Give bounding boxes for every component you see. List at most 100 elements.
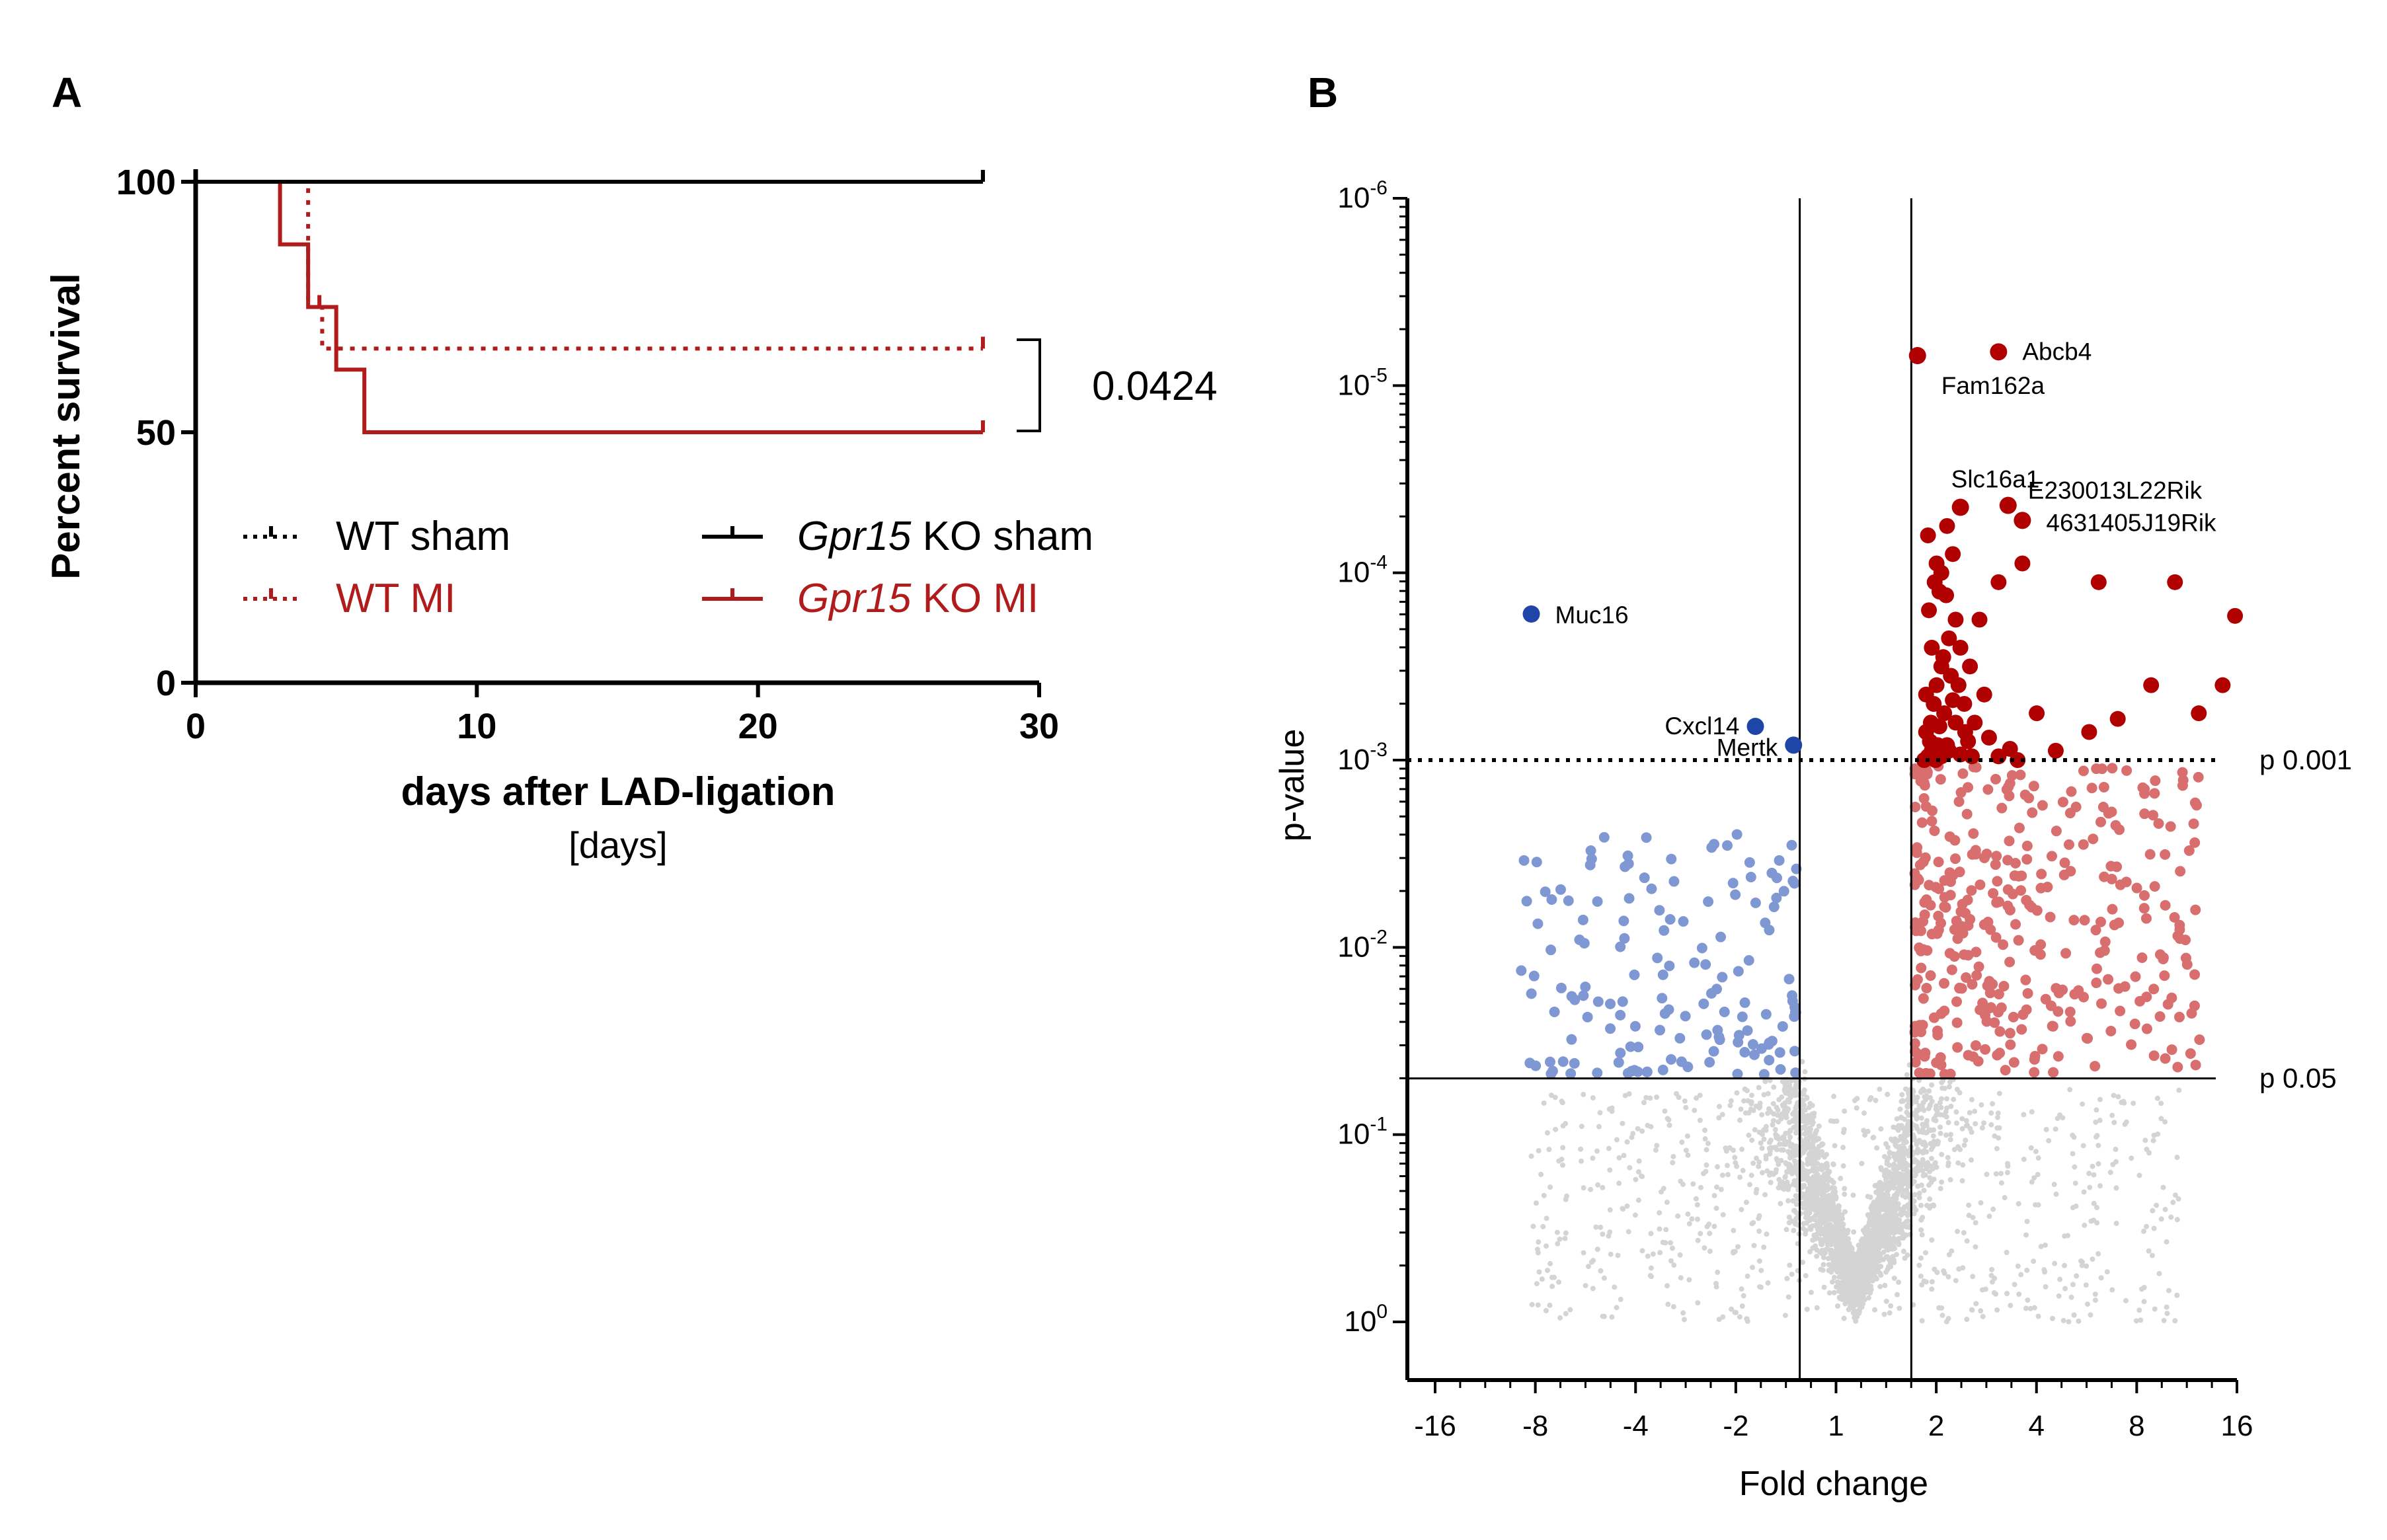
b-point-ns xyxy=(1848,1303,1854,1309)
b-point-ns xyxy=(1929,1098,1935,1104)
b-point-down-nominal xyxy=(1622,850,1633,861)
b-point-up-nominal xyxy=(1915,775,1926,787)
b-point-ns xyxy=(1632,1212,1638,1218)
b-point-down-nominal xyxy=(1639,872,1650,884)
b-point-ns xyxy=(2109,1287,2115,1293)
b-point-ns xyxy=(1966,1202,1972,1208)
b-point-ns xyxy=(1853,1265,1859,1271)
b-point-up-nominal xyxy=(2002,855,2014,866)
b-point-ns xyxy=(2005,1163,2011,1169)
b-point-ns xyxy=(2041,1267,2047,1273)
b-point-ns xyxy=(1808,1143,1814,1149)
b-point-ns xyxy=(1916,1262,1922,1268)
b-point-ns xyxy=(1653,1147,1659,1153)
b-point-ns xyxy=(1840,1163,1846,1169)
b-point-up-nominal xyxy=(2060,948,2072,959)
b-point-ns xyxy=(1694,1202,1700,1208)
b-x-tick-label: 8 xyxy=(2129,1410,2144,1442)
b-point-ns xyxy=(1914,1149,1920,1155)
b-point-ns xyxy=(1600,1184,1606,1190)
b-point-up-nominal xyxy=(2016,1024,2027,1035)
b-point-up-nominal xyxy=(1916,817,1928,828)
b-point-ns xyxy=(1879,1256,1885,1262)
b-point-up-nominal xyxy=(2189,969,2201,980)
b-point-up-nominal xyxy=(2028,781,2039,792)
b-point-up-nominal xyxy=(2174,933,2185,944)
b-point-ns xyxy=(1586,1264,1592,1270)
b-point-up-nominal xyxy=(1922,769,1933,780)
b-point-ns xyxy=(1818,1231,1824,1237)
b-point-up-nominal xyxy=(1951,1017,1963,1028)
b-point-ns xyxy=(1841,1126,1847,1132)
b-point-up-nominal xyxy=(2045,911,2056,923)
b-point-up-nominal xyxy=(2129,1019,2140,1030)
b-point-ns xyxy=(2060,1318,2066,1324)
b-point-ns xyxy=(1854,1096,1860,1102)
b-point-down-nominal xyxy=(1528,970,1540,982)
b-point-up-nominal xyxy=(2139,808,2150,820)
b-point-up-nominal xyxy=(1927,805,1938,816)
b-point-up-significant xyxy=(1947,611,1964,628)
b-point-ns xyxy=(1751,1243,1757,1249)
b-point-up-significant xyxy=(1933,564,1949,581)
b-point-down-nominal xyxy=(1592,996,1604,1007)
b-point-ns xyxy=(1758,1284,1764,1290)
b-point-ns xyxy=(1787,1134,1793,1140)
b-point-up-nominal xyxy=(2115,1005,2126,1017)
b-point-down-nominal xyxy=(1715,931,1727,943)
b-point-up-nominal xyxy=(2148,1050,2160,1061)
b-point-ns xyxy=(1553,1126,1559,1132)
b-point-ns xyxy=(1858,1294,1863,1300)
b-point-up-nominal xyxy=(2063,839,2074,850)
b-point-ns xyxy=(1535,1250,1541,1256)
b-point-ns xyxy=(1998,1180,2004,1186)
b-point-up-nominal xyxy=(1933,857,1944,868)
b-point-ns xyxy=(1883,1298,1889,1304)
b-point-ns xyxy=(2080,1143,2086,1149)
b-point-up-nominal xyxy=(2004,835,2015,847)
b-point-ns xyxy=(1744,1273,1750,1279)
b-point-ns xyxy=(1888,1303,1894,1309)
b-point-ns xyxy=(1670,1304,1676,1310)
b-point-up-significant xyxy=(2029,705,2045,722)
b-point-down-nominal xyxy=(1668,876,1680,887)
b-point-ns xyxy=(1855,1257,1861,1263)
b-point-ns xyxy=(1590,1095,1596,1101)
b-point-ns xyxy=(2029,1109,2035,1115)
b-point-down-nominal xyxy=(1764,925,1775,936)
b-point-ns xyxy=(1788,1078,1794,1084)
b-point-ns xyxy=(1868,1095,1874,1100)
b-threshold-label: p 0.05 xyxy=(2259,1063,2337,1094)
b-point-ns xyxy=(1698,1231,1703,1237)
b-point-ns xyxy=(1961,1142,1967,1148)
b-point-ns xyxy=(1891,1154,1897,1160)
b-point-up-nominal xyxy=(2098,781,2109,792)
b-point-ns xyxy=(1534,1281,1540,1287)
b-point-up-nominal xyxy=(2148,810,2159,821)
b-point-ns xyxy=(2035,1155,2041,1161)
b-point-ns xyxy=(2027,1305,2033,1311)
b-point-up-nominal xyxy=(2162,999,2173,1010)
b-gene-point-cxcl14 xyxy=(1746,718,1764,735)
b-point-ns xyxy=(2079,1262,2085,1268)
b-point-ns xyxy=(1888,1136,1894,1142)
b-point-down-nominal xyxy=(1655,1024,1666,1036)
b-point-ns xyxy=(1664,1283,1670,1289)
b-point-up-nominal xyxy=(1912,842,1923,853)
b-y-tick-base: 10 xyxy=(1337,182,1370,214)
b-point-ns xyxy=(1931,1127,1937,1133)
b-point-up-nominal xyxy=(2036,868,2047,880)
b-point-ns xyxy=(1897,1211,1903,1217)
b-point-up-nominal xyxy=(2144,849,2156,860)
b-point-ns xyxy=(1846,1286,1852,1292)
b-point-ns xyxy=(2029,1179,2035,1185)
b-point-up-nominal xyxy=(1975,1004,1986,1015)
b-gene-point-mertk xyxy=(1785,736,1803,754)
b-point-ns xyxy=(1886,1219,1892,1225)
a-x-tick-label: 0 xyxy=(186,707,206,746)
b-point-down-nominal xyxy=(1578,990,1589,1001)
b-point-ns xyxy=(1912,1158,1918,1164)
b-point-ns xyxy=(1947,1137,1953,1143)
b-point-ns xyxy=(2097,1183,2103,1189)
b-point-ns xyxy=(1702,1245,1707,1251)
